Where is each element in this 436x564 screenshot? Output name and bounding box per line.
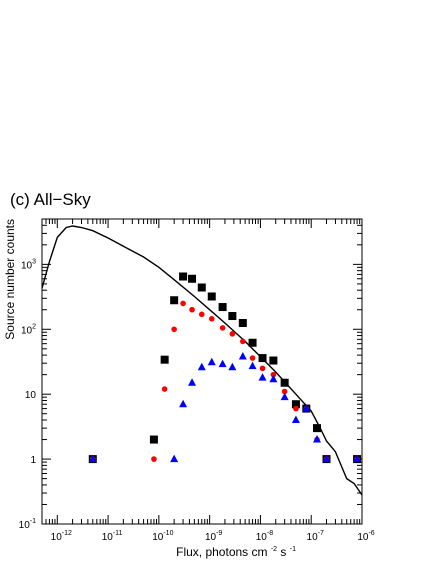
x-tick-label: 10-11 [102,530,123,543]
plot-frame [41,218,363,525]
y-tick-label-base: 10 [19,520,31,531]
x-tick-label-exp: -10 [163,530,173,537]
x-tick-label-base: 10 [307,532,319,543]
square-marker [291,400,300,409]
circle-marker [270,371,277,378]
model-curve [41,225,363,496]
square-marker [238,318,247,327]
triangle-marker [228,362,237,371]
circle-marker [281,388,288,395]
triangle-marker [322,454,331,463]
x-tick-label-exp: -9 [216,530,222,537]
square-marker [280,378,289,387]
x-tick-label-base: 10 [205,532,217,543]
square-marker [170,296,179,305]
square-marker [160,355,169,364]
triangle-marker [269,374,278,383]
y-tick-label-base: 10 [21,260,33,271]
x-tick-label: 10-8 [256,530,273,543]
circle-marker [161,386,168,392]
square-marker [258,354,267,363]
square-marker [197,283,206,292]
square-marker [188,274,197,283]
circle-marker [240,338,246,345]
x-tick-label-base: 10 [152,532,164,543]
panel-title: (c) All−Sky [10,190,91,209]
triangle-marker [218,359,227,368]
triangle-marker [313,435,322,443]
x-axis-label-mid: s [280,545,286,559]
y-tick-label: 1 [30,455,36,466]
circle-marker [293,405,299,412]
plot-area: 10-12 10-11 10-10 10-9 10-8 10-7 10-610-111010… [19,218,375,543]
y-tick-label: 102 [21,323,36,336]
y-tick-label: 103 [21,258,36,271]
triangle-marker [302,404,311,412]
y-axis-label: Source number counts [3,219,17,340]
y-tick-label-exp: 2 [32,323,36,330]
x-tick-label-base: 10 [102,532,114,543]
x-axis-label-exp1: -2 [271,546,277,553]
circle-marker [198,311,205,318]
square-marker [207,292,216,301]
y-tick-label: 10-1 [19,518,36,531]
circle-marker [259,365,266,372]
x-tick-label-base: 10 [256,532,268,543]
y-tick-label-base: 10 [25,390,37,401]
x-tick-label: 10-6 [357,530,374,543]
triangle-marker [238,352,247,360]
triangle-marker [188,378,197,386]
x-tick-label-exp: -12 [62,530,72,537]
square-marker [218,303,227,312]
x-tick-label-exp: -6 [368,530,374,537]
circle-marker [208,316,215,322]
y-tick-label-exp: 3 [32,258,36,265]
triangle-marker [88,454,97,463]
square-marker [228,312,237,321]
x-tick-label: 10-10 [152,530,173,543]
triangle-marker [280,392,289,401]
y-tick-label-base: 1 [30,455,36,466]
triangle-marker [179,399,188,408]
x-tick-label-exp: -11 [113,530,123,537]
triangle-marker [248,361,257,370]
triangle-marker [197,362,206,371]
square-marker [149,435,158,444]
x-tick-label-exp: -8 [267,530,273,537]
circle-marker [229,331,236,337]
x-axis-label-base: Flux, photons cm [176,545,267,559]
circle-marker [189,306,195,313]
x-axis-label-exp2: -1 [290,546,296,553]
square-marker [313,424,322,433]
x-tick-label-exp: -7 [318,530,324,537]
x-axis-label: Flux, photons cm -2 s -1 [176,540,296,559]
circle-marker [171,326,177,333]
circle-marker [180,300,186,307]
y-tick-label-base: 10 [21,325,33,336]
square-marker [179,272,188,281]
x-tick-label-base: 10 [357,532,369,543]
x-tick-label: 10-12 [51,530,72,543]
y-tick-label-exp: -1 [30,518,36,525]
x-tick-label: 10-7 [307,530,324,543]
circle-marker [219,325,226,331]
y-tick-label: 10 [25,390,37,401]
square-marker [248,338,257,347]
circle-marker [151,456,157,462]
square-marker [269,356,278,365]
triangle-marker [291,415,300,424]
triangle-marker [353,454,362,463]
triangle-marker [170,454,179,463]
triangle-marker [258,373,267,381]
x-tick-label: 10-9 [205,530,222,543]
x-tick-label-base: 10 [51,532,63,543]
circle-marker [249,355,256,361]
triangle-marker [207,357,216,366]
